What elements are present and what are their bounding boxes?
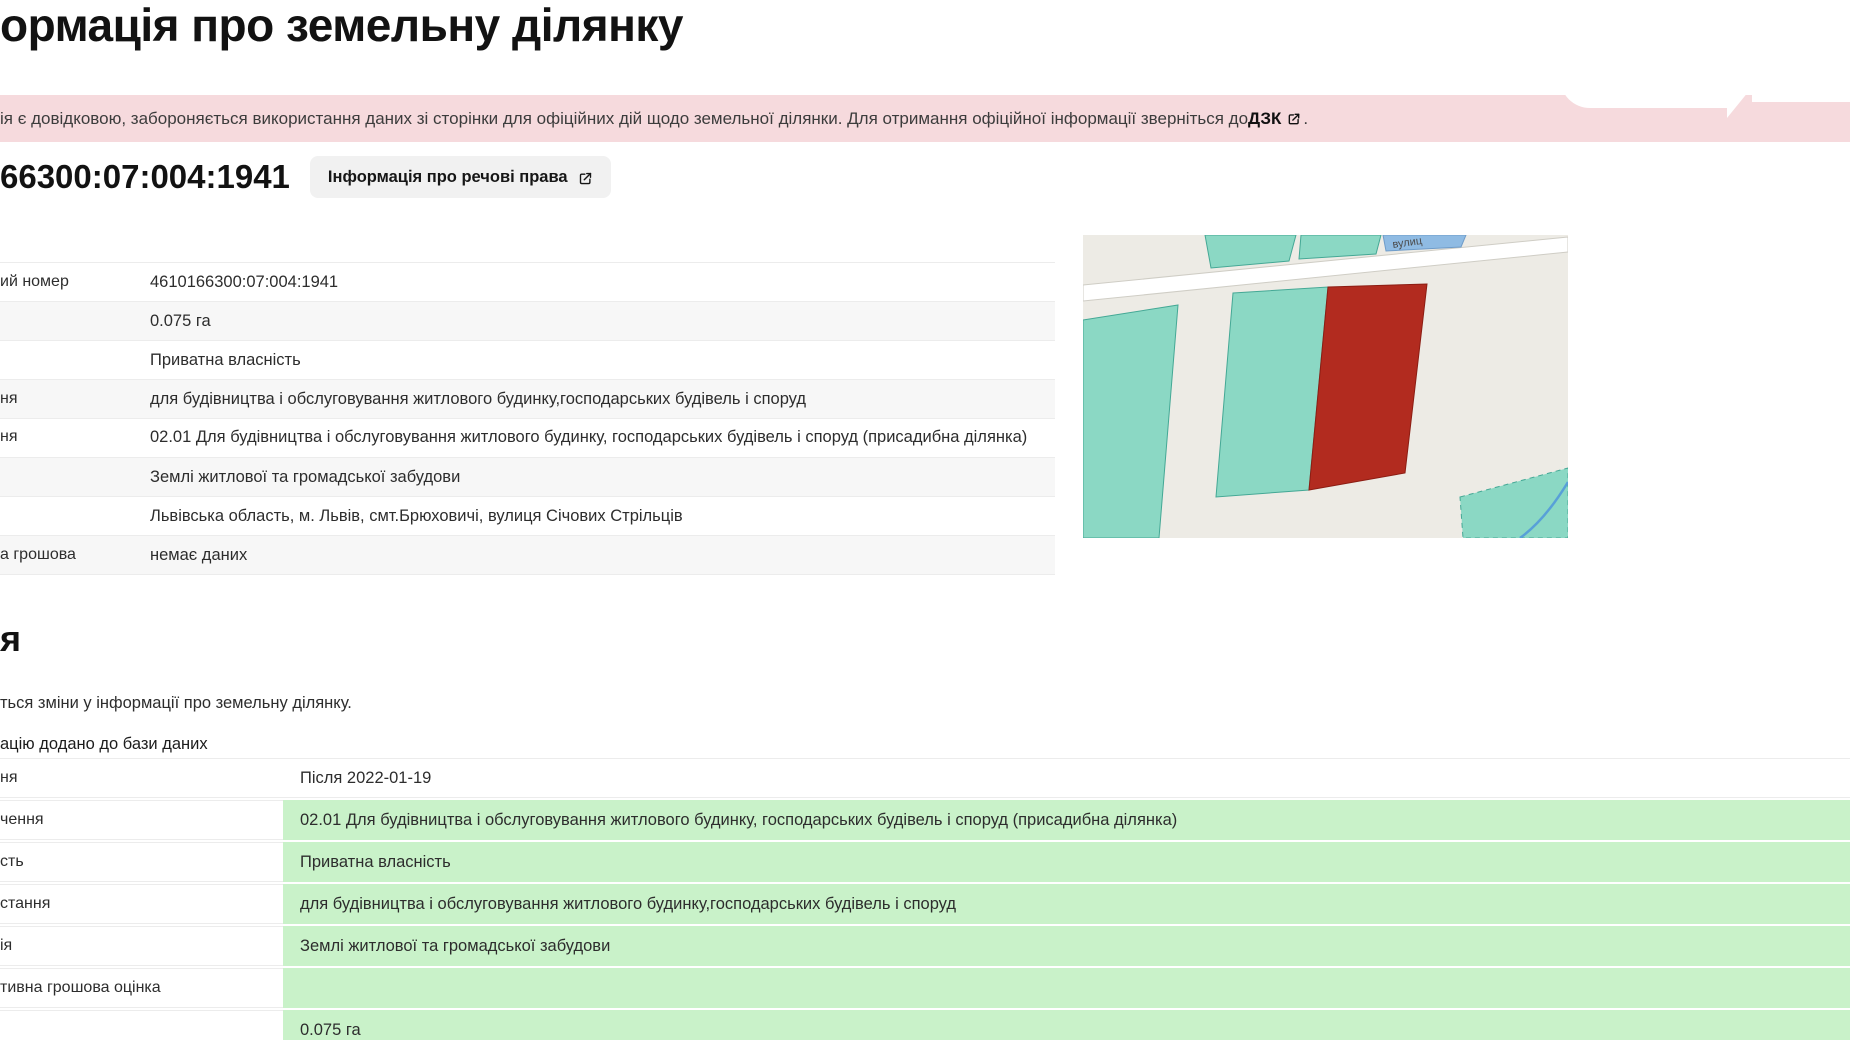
table-row: Львівська область, м. Львів, смт.Брюхови…: [0, 497, 1055, 536]
map-parcel-top-right[interactable]: [1298, 234, 1382, 260]
row-label: чення: [0, 800, 283, 840]
row-label: ня: [0, 428, 18, 445]
subject-parcel-red[interactable]: [1308, 283, 1428, 491]
row-label: [0, 1010, 283, 1040]
row-value: немає даних: [150, 545, 248, 564]
row-value: 4610166300:07:004:1941: [150, 272, 339, 291]
table-row: а грошова немає даних: [0, 536, 1055, 575]
dzk-link[interactable]: ДЗК: [1248, 109, 1303, 129]
dzk-link-label: ДЗК: [1248, 108, 1282, 128]
row-label: а грошова: [0, 546, 76, 563]
external-link-icon: [1287, 111, 1301, 131]
history-description: ться зміни у інформації про земельну діл…: [0, 694, 352, 712]
table-row: ий номер 4610166300:07:004:1941: [0, 262, 1055, 302]
row-label: ія: [0, 926, 283, 966]
history-subheading: ацію додано до бази даних: [0, 735, 208, 753]
warning-text: ія є довідковою, забороняється використа…: [0, 108, 1249, 128]
history-row-changed: сть Приватна власність: [0, 840, 1850, 882]
overlay-remnant: [1752, 58, 1850, 102]
row-value: 02.01 Для будівництва і обслуговування ж…: [150, 428, 1028, 446]
row-value: 02.01 Для будівництва і обслуговування ж…: [283, 800, 1850, 840]
row-label: сть: [0, 842, 283, 882]
parcel-number-heading: 66300:07:004:1941: [0, 158, 290, 195]
table-row: ня для будівництва і обслуговування житл…: [0, 380, 1055, 419]
table-row: 0.075 га: [0, 302, 1055, 341]
row-label: ий номер: [0, 273, 69, 290]
row-label: стання: [0, 884, 283, 924]
map-street-label: вулиц: [1392, 235, 1424, 251]
map-stream-line: [1519, 481, 1570, 540]
row-value: 0.075 га: [283, 1010, 1850, 1040]
row-value: для будівництва і обслуговування житлово…: [283, 884, 1850, 924]
row-value: Львівська область, м. Львів, смт.Брюхови…: [150, 506, 683, 525]
table-row: Землі житлової та громадської забудови: [0, 458, 1055, 497]
map-canvas: вулиц: [1082, 234, 1570, 540]
table-row: ня 02.01 Для будівництва і обслуговуванн…: [0, 419, 1055, 458]
history-row-changed: ія Землі житлової та громадської забудов…: [0, 924, 1850, 966]
table-row: Приватна власність: [0, 341, 1055, 380]
cadastral-map[interactable]: вулиц: [1082, 234, 1570, 540]
overlay-remnant: [1560, 58, 1730, 108]
parcel-header: 66300:07:004:1941 Інформація про речові …: [0, 156, 611, 198]
history-row-changed: 0.075 га: [0, 1008, 1850, 1040]
row-value: [283, 968, 1850, 1008]
warning-text-end: .: [1303, 108, 1309, 128]
row-value: Після 2022-01-19: [283, 758, 1850, 798]
history-table: ня Після 2022-01-19 чення 02.01 Для буді…: [0, 758, 1850, 1040]
row-label: ня: [0, 758, 283, 798]
warning-banner: ія є довідковою, забороняється використа…: [0, 95, 1850, 142]
history-row-changed: чення 02.01 Для будівництва і обслуговув…: [0, 798, 1850, 840]
history-row-changed: стання для будівництва і обслуговування …: [0, 882, 1850, 924]
row-label: тивна грошова оцінка: [0, 968, 283, 1008]
history-row: ня Після 2022-01-19: [0, 758, 1850, 798]
row-value: 0.075 га: [150, 311, 211, 330]
property-rights-button[interactable]: Інформація про речові права: [309, 156, 611, 198]
history-row-changed: тивна грошова оцінка: [0, 966, 1850, 1008]
row-label: ня: [0, 390, 18, 407]
row-value: Землі житлової та громадської забудови: [283, 926, 1850, 966]
parcel-info-table: ий номер 4610166300:07:004:1941 0.075 га…: [0, 262, 1055, 575]
property-rights-button-label: Інформація про речові права: [327, 167, 568, 186]
row-value: для будівництва і обслуговування житлово…: [150, 389, 807, 408]
external-link-icon: [578, 171, 593, 186]
history-heading: я: [0, 618, 22, 659]
page-title: ормація про земельну ділянку: [0, 0, 683, 51]
map-water-area[interactable]: [1382, 234, 1467, 252]
row-value: Приватна власність: [150, 350, 301, 369]
row-value: Приватна власність: [283, 842, 1850, 882]
map-parcel-top-left[interactable]: [1204, 234, 1297, 269]
row-value: Землі житлової та громадської забудови: [150, 467, 461, 486]
